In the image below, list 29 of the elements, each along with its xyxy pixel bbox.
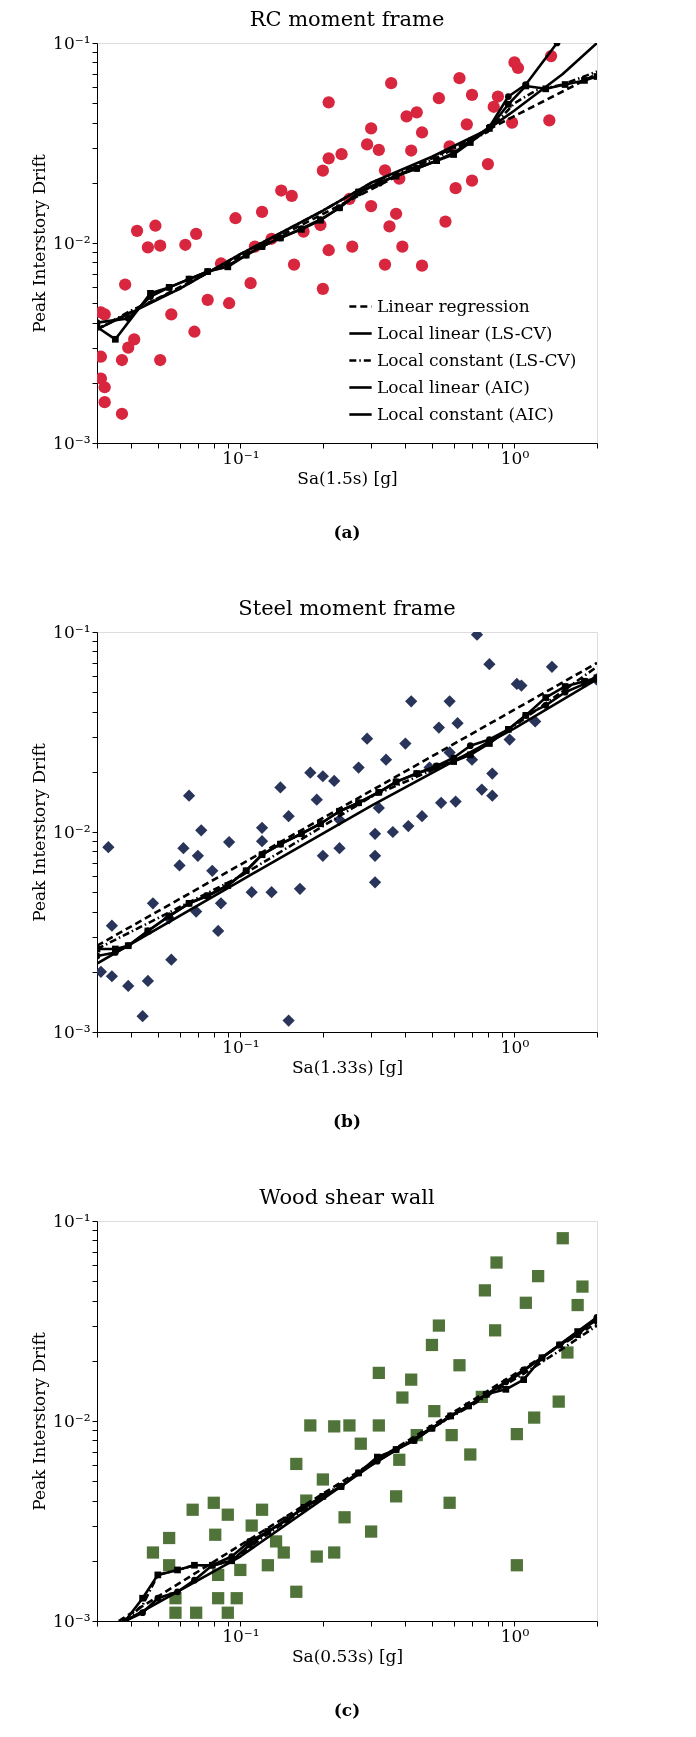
x-axis-title: Sa(1.5s) [g] [297, 467, 398, 488]
chart-title: RC moment frame [249, 7, 445, 31]
x-axis-title: Sa(1.33s) [g] [291, 1056, 404, 1077]
legend-label: Local linear (AIC) [377, 376, 530, 397]
text: (a) [333, 522, 361, 542]
x-tick-label: 10⁰ [500, 447, 530, 468]
legend-label: Linear regression [377, 295, 530, 316]
chart-title: Wood shear wall [259, 1185, 435, 1209]
text: (b) [333, 1111, 361, 1131]
y-tick-label: 10⁻³ [53, 1610, 91, 1631]
legend-label: Local constant (LS-CV) [377, 349, 577, 370]
chart-title: Steel moment frame [238, 596, 456, 620]
y-tick-label: 10⁻¹ [53, 32, 91, 53]
legend-label: Local linear (LS-CV) [377, 322, 553, 343]
y-tick-label: 10⁻² [53, 232, 91, 253]
y-axis-title: Peak Interstory Drift [29, 154, 50, 333]
y-tick-label: 10⁻¹ [53, 1210, 91, 1231]
y-tick-label: 10⁻² [53, 1410, 91, 1431]
x-tick-label: 10⁰ [500, 1625, 530, 1646]
y-tick-label: 10⁻² [53, 821, 91, 842]
text: (c) [333, 1700, 361, 1720]
legend-label: Local constant (AIC) [377, 403, 554, 424]
y-tick-label: 10⁻³ [53, 1021, 91, 1042]
y-axis-title: Peak Interstory Drift [29, 743, 50, 922]
x-axis-title: Sa(0.53s) [g] [291, 1645, 404, 1666]
y-axis-title: Peak Interstory Drift [29, 1332, 50, 1511]
x-tick-label: 10⁰ [500, 1036, 530, 1057]
y-tick-label: 10⁻¹ [53, 621, 91, 642]
y-tick-label: 10⁻³ [53, 432, 91, 453]
